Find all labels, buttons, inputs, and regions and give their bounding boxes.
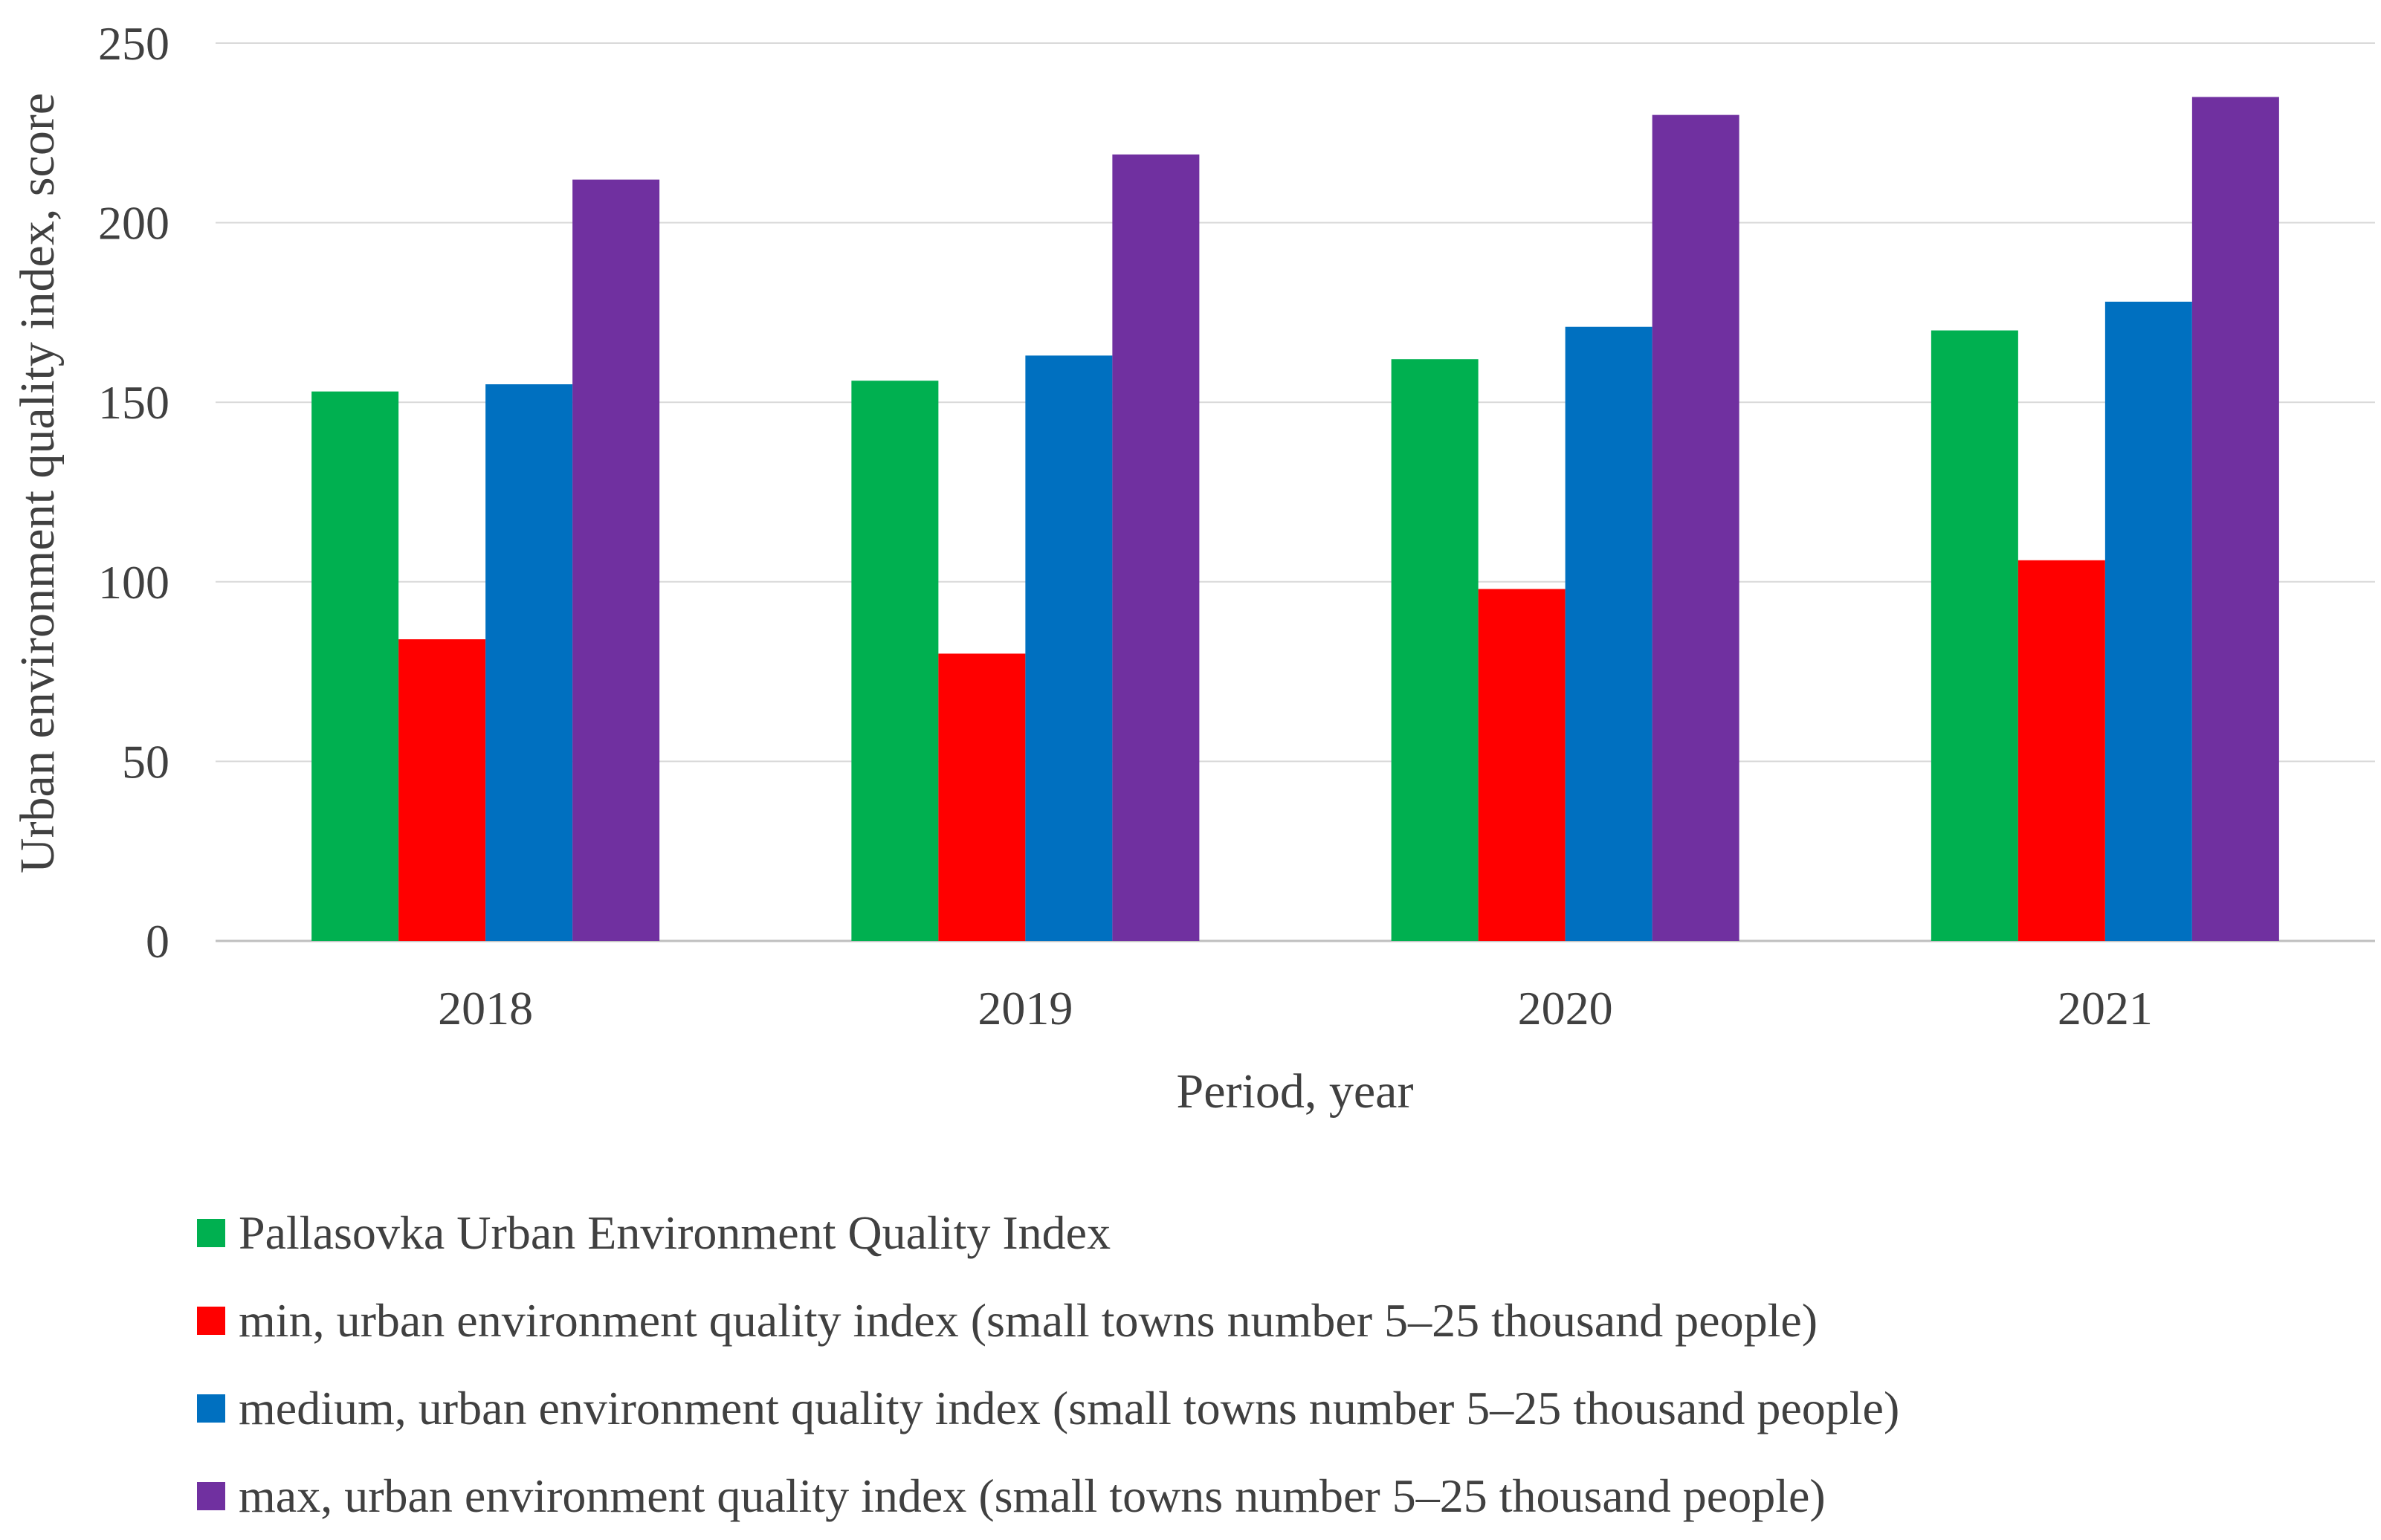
bar	[311, 391, 399, 941]
y-tick-label: 100	[98, 556, 169, 609]
bar-chart: 0 50 100 150 200 250 2018 2019 2020 2021 Period,…	[10, 17, 2375, 1119]
bar	[2017, 560, 2105, 941]
x-axis-title: Period, year	[1177, 1064, 1414, 1119]
legend-swatch	[197, 1394, 225, 1423]
bar	[1391, 359, 1479, 941]
bar	[398, 639, 486, 941]
legend-label: max, urban environment quality index (sm…	[239, 1469, 1826, 1522]
legend-label: Pallasovka Urban Environment Quality Ind…	[239, 1206, 1111, 1259]
legend-item: medium, urban environment quality index …	[197, 1365, 1899, 1452]
x-tick-label: 2018	[438, 982, 533, 1035]
bar	[572, 179, 660, 942]
x-tick-label: 2020	[1518, 982, 1613, 1035]
y-tick-label: 150	[98, 376, 169, 429]
legend-swatch	[197, 1219, 225, 1247]
bar	[938, 653, 1026, 941]
y-tick-label: 200	[98, 197, 169, 250]
legend-item: Pallasovka Urban Environment Quality Ind…	[197, 1189, 1899, 1277]
bars	[311, 97, 2279, 942]
y-tick-label: 250	[98, 17, 169, 70]
x-tick-label: 2019	[978, 982, 1073, 1035]
bar	[2191, 97, 2279, 942]
bar	[1652, 114, 1739, 941]
legend-swatch	[197, 1307, 225, 1335]
bar	[1931, 330, 2018, 941]
y-axis-title: Urban environment quality index, score	[10, 93, 65, 873]
bar	[851, 381, 939, 941]
x-axis-ticks: 2018 2019 2020 2021	[438, 982, 2153, 1035]
y-tick-label: 0	[146, 915, 169, 968]
legend-label: medium, urban environment quality index …	[239, 1382, 1900, 1434]
bar	[1565, 326, 1653, 941]
legend: Pallasovka Urban Environment Quality Ind…	[197, 1189, 1899, 1540]
y-axis-ticks: 0 50 100 150 200 250	[98, 17, 169, 968]
bar	[485, 384, 573, 941]
legend-label: min, urban environment quality index (sm…	[239, 1294, 1818, 1347]
y-tick-label: 50	[122, 735, 169, 788]
bar	[1112, 154, 1200, 942]
legend-item: min, urban environment quality index (sm…	[197, 1277, 1899, 1365]
x-tick-label: 2021	[2058, 982, 2153, 1035]
bar	[1025, 355, 1113, 941]
bar	[1478, 589, 1566, 941]
legend-item: max, urban environment quality index (sm…	[197, 1452, 1899, 1540]
legend-swatch	[197, 1482, 225, 1510]
bar	[2104, 301, 2192, 941]
